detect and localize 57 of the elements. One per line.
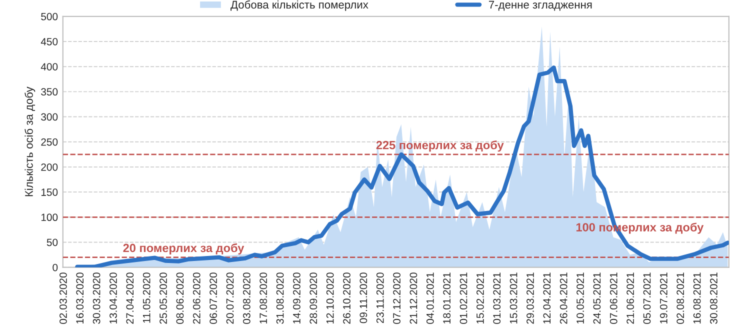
ref-line-label: 225 померлих за добу [376, 140, 504, 152]
x-tick-label: 08.06.2020 [176, 272, 184, 324]
x-tick-label: 05.07.2021 [643, 272, 651, 324]
x-tick-label: 15.02.2021 [476, 272, 484, 324]
x-tick-label: 12.10.2020 [326, 272, 334, 324]
x-tick-label: 26.10.2020 [343, 272, 350, 324]
y-tick-label: 400 [40, 63, 58, 70]
legend-label: Добова кількість померлих [230, 0, 368, 11]
x-tick-label: 07.06.2021 [610, 272, 618, 324]
x-tick-label: 09.11.2020 [360, 272, 368, 324]
x-tick-label: 22.06.2020 [192, 272, 200, 324]
x-tick-label: 21.12.2020 [410, 272, 418, 324]
x-tick-label: 03.08.2020 [242, 272, 250, 324]
x-tick-label: 24.05.2021 [593, 272, 601, 324]
x-tick-label: 19.07.2021 [660, 272, 668, 324]
x-tick-label: 26.04.2021 [560, 272, 568, 324]
y-tick-label: 300 [41, 113, 58, 121]
x-tick-label: 30.03.2020 [92, 272, 100, 324]
x-tick-label: 23.11.2020 [376, 272, 384, 324]
x-tick-label: 02.08.2021 [676, 272, 684, 324]
y-tick-label: 100 [41, 214, 58, 222]
line-series [75, 66, 729, 268]
ref-line-label: 20 померлих за добу [123, 243, 244, 255]
x-tick-label: 18.01.2021 [443, 272, 451, 324]
x-tick-label: 13.04.2020 [110, 272, 117, 324]
x-tick-label: 12.04.2021 [543, 272, 551, 324]
x-tick-label: 14.09.2020 [293, 272, 300, 324]
x-tick-label: 31.08.2020 [276, 272, 284, 324]
x-tick-label: 20.07.2020 [226, 272, 234, 324]
x-tick-label: 21.06.2021 [626, 272, 634, 324]
y-tick-label: 500 [41, 12, 58, 20]
x-tick-label: 17.08.2020 [260, 272, 268, 324]
y-tick-label: 150 [41, 188, 58, 196]
y-axis-title: Кількість осіб за добу [24, 86, 36, 196]
x-tick-label: 28.09.2020 [310, 272, 318, 324]
x-tick-label: 16.03.2020 [76, 272, 84, 324]
x-tick-label: 30.08.2021 [710, 272, 718, 324]
x-tick-label: 10.05.2021 [576, 272, 584, 324]
y-tick-label: 50 [46, 238, 58, 246]
y-tick-label: 200 [41, 163, 58, 171]
x-tick-label: 02.03.2020 [60, 272, 67, 324]
x-tick-label: 27.04.2020 [126, 272, 134, 324]
x-tick-label: 01.02.2021 [460, 272, 468, 324]
x-tick-label: 15.03.2021 [510, 272, 518, 324]
y-tick-label: 250 [41, 138, 58, 146]
x-tick-label: 29.03.2021 [526, 272, 534, 324]
x-tick-label: 07.12.2020 [393, 272, 400, 324]
x-tick-label: 01.03.2021 [493, 272, 501, 324]
y-tick-label: 0 [52, 264, 58, 272]
y-tick-label: 350 [41, 88, 58, 96]
y-tick-label: 450 [40, 38, 58, 46]
x-tick-label: 25.05.2020 [160, 272, 167, 324]
x-tick-label: 11.05.2020 [142, 272, 150, 323]
legend-label: 7-денне згладження [488, 0, 592, 11]
x-tick-label: 06.07.2020 [210, 272, 218, 324]
x-tick-label: 16.08.2021 [693, 272, 701, 324]
x-tick-label: 04.01.2021 [426, 272, 434, 324]
